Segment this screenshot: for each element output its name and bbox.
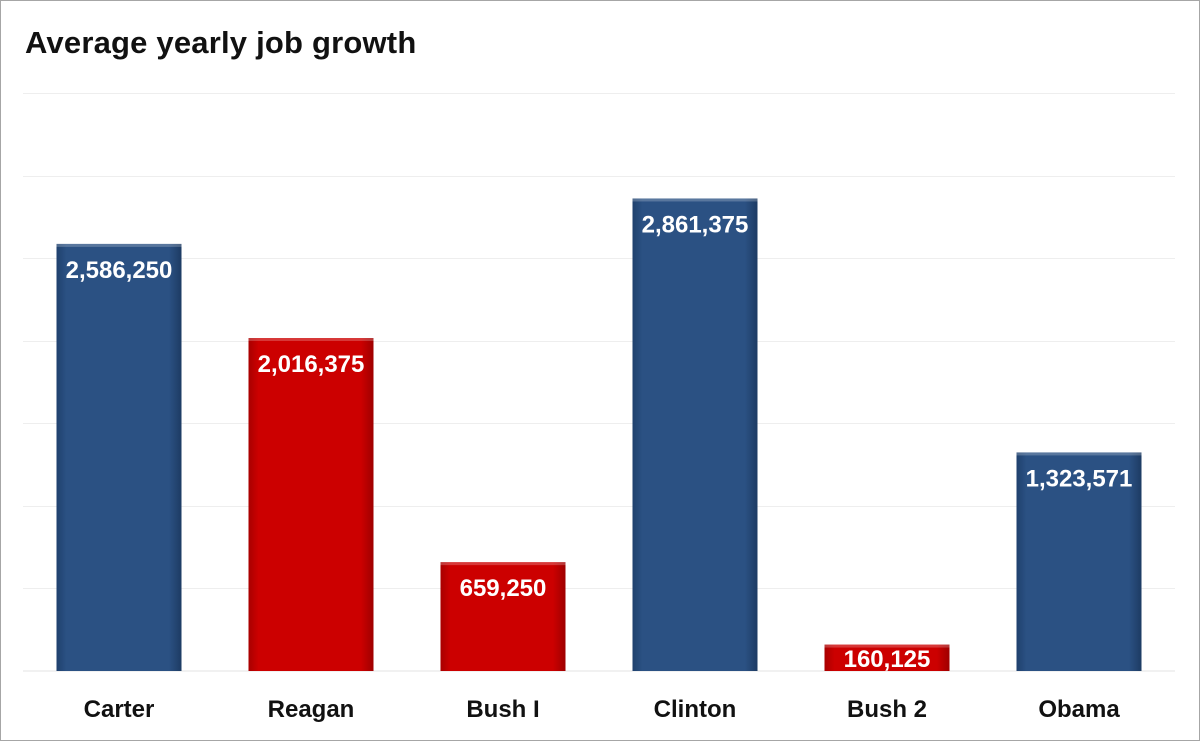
category-labels: Carter Reagan Bush I Clinton Bush 2 Obama <box>84 696 1121 723</box>
bar-bush-2-highlight <box>824 644 950 648</box>
bar-bush-i-highlight <box>440 562 566 566</box>
bar-obama-highlight <box>1016 452 1142 456</box>
gridlines <box>23 93 1175 672</box>
category-label-bush-i: Bush I <box>466 696 539 723</box>
bar-reagan-highlight <box>248 338 374 342</box>
category-label-clinton: Clinton <box>654 696 737 723</box>
data-label-obama: 1,323,571 <box>1026 465 1133 492</box>
bar-bush-2 <box>824 644 950 671</box>
bar-obama <box>1016 452 1142 671</box>
category-label-carter: Carter <box>84 696 155 723</box>
data-label-reagan: 2,016,375 <box>258 351 365 378</box>
data-label-clinton: 2,861,375 <box>642 211 749 238</box>
bar-carter-highlight <box>56 243 182 247</box>
bar-carter <box>56 243 182 671</box>
bar-reagan <box>248 338 374 671</box>
bar-clinton <box>632 198 758 671</box>
data-labels: 2,586,250 2,016,375 659,250 2,861,375 160,12… <box>66 211 1133 673</box>
category-label-bush-2: Bush 2 <box>847 696 927 723</box>
data-label-carter: 2,586,250 <box>66 257 173 284</box>
data-label-bush-2: 160,125 <box>844 646 931 673</box>
bar-clinton-highlight <box>632 198 758 202</box>
bars <box>56 198 1142 671</box>
chart-title: Average yearly job growth <box>25 25 417 60</box>
data-label-bush-i: 659,250 <box>460 575 547 602</box>
bar-bush-i <box>440 562 566 671</box>
category-label-reagan: Reagan <box>268 696 355 723</box>
category-label-obama: Obama <box>1038 696 1120 723</box>
